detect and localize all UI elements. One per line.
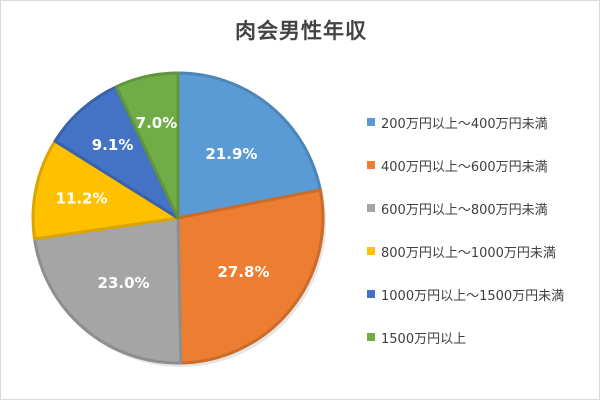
legend-label: 1500万円以上 — [381, 332, 467, 347]
legend-swatch — [367, 247, 375, 255]
data-label-1: 21.9% — [205, 145, 257, 163]
data-label-3: 23.0% — [98, 274, 150, 292]
pie-slice-4 — [31, 139, 180, 241]
legend-item-3: 600万円以上～800万円未満 — [367, 199, 597, 242]
pie-slice-2 — [176, 188, 325, 365]
legend-swatch — [367, 290, 375, 298]
data-label-4: 11.2% — [55, 190, 107, 208]
chart-title: 肉会男性年収 — [235, 19, 367, 43]
legend-swatch — [367, 118, 375, 126]
legend-label: 200万円以上～400万円未満 — [381, 117, 548, 132]
legend-item-5: 1000万円以上～1500万円未満 — [367, 285, 597, 328]
legend-swatch — [367, 333, 375, 341]
data-label-6: 7.0% — [136, 114, 178, 132]
legend-label: 1000万円以上～1500万円未満 — [381, 289, 565, 304]
data-label-5: 9.1% — [92, 136, 134, 154]
pie-slice-5 — [53, 85, 180, 220]
legend-item-1: 200万円以上～400万円未満 — [367, 113, 597, 156]
pie-slice-6 — [114, 71, 180, 220]
legend-item-2: 400万円以上～600万円未満 — [367, 156, 597, 199]
data-label-2: 27.8% — [217, 263, 269, 281]
legend-label: 800万円以上～1000万円未満 — [381, 246, 556, 261]
legend-item-6: 1500万円以上 — [367, 328, 597, 371]
legend-swatch — [367, 161, 375, 169]
legend-label: 600万円以上～800万円未満 — [381, 203, 548, 218]
legend-swatch — [367, 204, 375, 212]
pie-slice-1 — [176, 71, 322, 220]
legend: 200万円以上～400万円未満 400万円以上～600万円未満 600万円以上～80… — [367, 113, 597, 371]
legend-item-4: 800万円以上～1000万円未満 — [367, 242, 597, 285]
legend-label: 400万円以上～600万円未満 — [381, 160, 548, 175]
pie-slice-3 — [33, 216, 183, 365]
